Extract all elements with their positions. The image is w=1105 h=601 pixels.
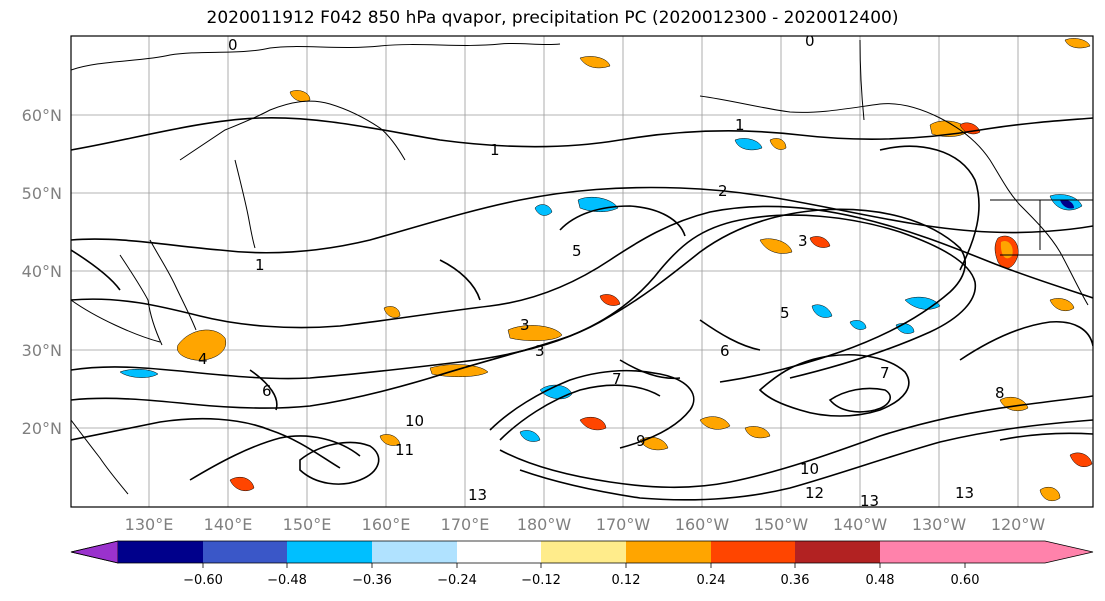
colorbar-extend-left: [70, 540, 119, 564]
colorbar-extend-right: [965, 541, 1093, 563]
lon-label: 170°E: [441, 515, 490, 534]
colorbar-segment: [457, 541, 541, 563]
contour-label: 13: [955, 484, 974, 502]
map-frame: [70, 35, 1094, 508]
colorbar-segment: [626, 541, 711, 563]
contour-label: 10: [800, 460, 819, 478]
contour-label: 8: [995, 384, 1005, 402]
contour-label: 1: [255, 256, 265, 274]
colorbar-segment: [372, 541, 457, 563]
colorbar-tick-marks: [202, 563, 966, 568]
contour-label: 11: [395, 441, 414, 459]
contour-label: 4: [198, 350, 208, 368]
colorbar: −0.60 −0.48 −0.36 −0.24 −0.12 0.12 0.24 …: [70, 540, 1094, 588]
contour-label: 1: [735, 116, 745, 134]
lon-label: 140°W: [833, 515, 888, 534]
contour-label: 6: [720, 342, 730, 360]
contour-label: 0: [228, 36, 238, 54]
lat-label: 20°N: [22, 419, 62, 438]
contour-label: 2: [718, 182, 728, 200]
colorbar-outline: [70, 540, 1094, 564]
contour-label: 12: [805, 484, 824, 502]
colorbar-segment: [880, 541, 965, 563]
lon-label: 160°E: [362, 515, 411, 534]
lat-label: 50°N: [22, 184, 62, 203]
colorbar-segment: [711, 541, 795, 563]
contour-label: 7: [880, 364, 890, 382]
colorbar-segment: [541, 541, 626, 563]
colorbar-tick-label: 0.48: [866, 573, 895, 588]
contour-label: 13: [860, 492, 879, 510]
lat-label: 30°N: [22, 341, 62, 360]
contour-label: 7: [612, 370, 622, 388]
gridlines: [71, 36, 1093, 507]
contour-label: 5: [780, 304, 790, 322]
colorbar-tick-label: 0.60: [951, 573, 980, 588]
colorbar-segment: [118, 541, 203, 563]
lat-label: 60°N: [22, 106, 62, 125]
colorbar-tick-label: −0.36: [352, 573, 392, 588]
lon-label: 150°E: [283, 515, 332, 534]
contour-label: 3: [798, 232, 808, 250]
lon-label: 170°W: [596, 515, 651, 534]
contour-label: 3: [535, 342, 545, 360]
lon-label: 160°W: [675, 515, 730, 534]
contour-label: 3: [520, 316, 530, 334]
latitude-labels: 60°N 50°N 40°N 30°N 20°N: [22, 106, 62, 438]
contour-label: 10: [405, 412, 424, 430]
colorbar-tick-label: −0.60: [183, 573, 223, 588]
contour-label: 0: [805, 32, 815, 50]
colorbar-tick-label: 0.24: [697, 573, 726, 588]
colorbar-tick-label: 0.12: [612, 573, 641, 588]
colorbar-tick-label: −0.24: [437, 573, 477, 588]
contour-labels: 0 0 1 1 1 2 3 3 3 4 5 5 6 6 7 7 8 9 10 1…: [198, 32, 1005, 510]
colorbar-segment: [795, 541, 880, 563]
lon-label: 130°E: [125, 515, 174, 534]
contour-label: 9: [636, 432, 646, 450]
longitude-labels: 130°E 140°E 150°E 160°E 170°E 180°W 170°…: [125, 515, 1046, 534]
colorbar-segment: [287, 541, 372, 563]
colorbar-tick-label: −0.48: [267, 573, 307, 588]
lon-label: 140°E: [204, 515, 253, 534]
lat-label: 40°N: [22, 262, 62, 281]
vapor-contours: [71, 117, 1093, 501]
map-background: [71, 36, 1093, 507]
colorbar-tick-label: −0.12: [521, 573, 561, 588]
lon-label: 130°W: [912, 515, 967, 534]
lon-label: 150°W: [754, 515, 809, 534]
chart-title: 2020011912 F042 850 hPa qvapor, precipit…: [206, 8, 899, 28]
lon-label: 120°W: [991, 515, 1046, 534]
contour-label: 1: [490, 141, 500, 159]
contour-label: 6: [262, 382, 272, 400]
colorbar-tick-label: 0.36: [781, 573, 810, 588]
contour-label: 13: [468, 486, 487, 504]
colorbar-segment: [203, 541, 287, 563]
lon-label: 180°W: [517, 515, 572, 534]
contour-label: 5: [572, 242, 582, 260]
